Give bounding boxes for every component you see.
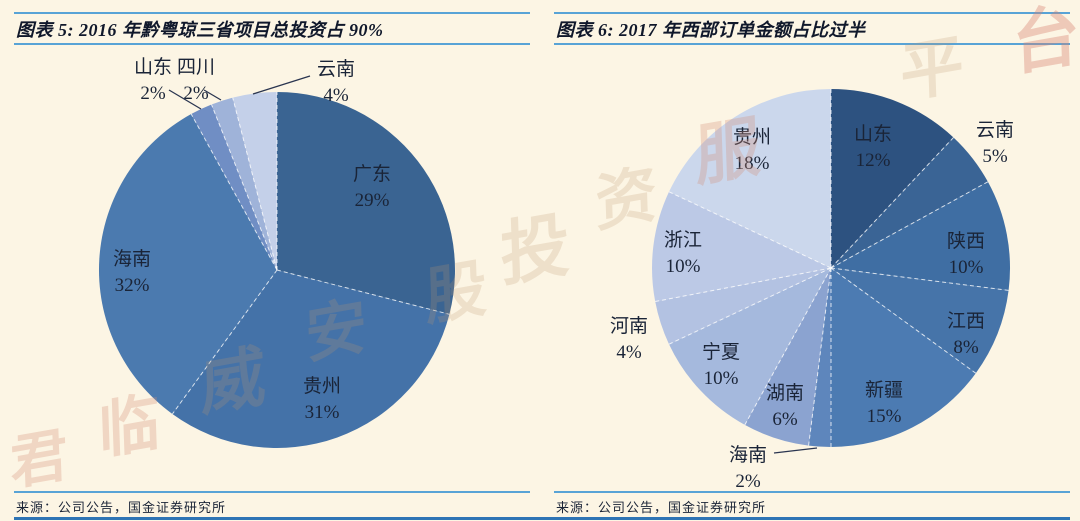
slice-divider <box>668 267 832 345</box>
title-top-rule <box>554 12 1070 14</box>
slice-divider <box>171 269 278 415</box>
slice-label-新疆: 新疆 15% <box>865 379 903 427</box>
pie-slice-广东 <box>277 92 456 315</box>
pie-slice-山东 <box>191 104 277 270</box>
title-bottom-rule <box>554 43 1070 45</box>
pie-slice-浙江 <box>652 191 831 302</box>
slice-divider <box>276 269 450 315</box>
pie-slice-贵州 <box>669 89 831 268</box>
slice-label-浙江: 浙江 10% <box>664 229 702 277</box>
slice-divider <box>190 113 278 271</box>
slice-label-山东: 山东 2% <box>134 56 172 104</box>
pie-slice-海南 <box>98 114 277 414</box>
slice-divider <box>232 97 278 271</box>
slice-label-湖南: 湖南 6% <box>766 382 804 430</box>
slice-divider <box>830 267 977 374</box>
slice-label-云南: 云南 5% <box>976 119 1014 167</box>
slice-divider <box>808 267 832 446</box>
pie-slice-陕西 <box>831 181 1011 291</box>
title-top-rule <box>14 12 530 14</box>
label-leader-line <box>252 75 311 95</box>
slice-label-贵州: 贵州 18% <box>733 126 771 174</box>
slice-divider <box>830 181 989 269</box>
label-leader-line <box>773 447 818 454</box>
slice-label-宁夏: 宁夏 10% <box>702 341 740 389</box>
slice-divider <box>655 267 832 302</box>
slice-label-江西: 江西 8% <box>947 310 985 358</box>
slice-label-四川: 四川 2% <box>177 57 215 104</box>
slice-label-山东: 山东 12% <box>854 123 892 171</box>
slice-label-云南: 云南 4% <box>317 58 355 106</box>
pie-slice-河南 <box>655 268 831 345</box>
chart-title-left: 图表 5: 2016 年黔粤琼三省项目总投资占 90% <box>16 20 384 40</box>
slice-label-海南: 海南 2% <box>729 444 767 492</box>
pie-slice-湖南 <box>744 268 831 446</box>
source-text-left: 来源：公司公告，国金证券研究所 <box>16 500 227 515</box>
slice-divider <box>830 137 954 269</box>
pie-chart-left: 广东 29% 贵州 31% 海南 32% 山东 2%四川 2% 云南 4% <box>98 56 456 448</box>
slice-label-海南: 海南 32% <box>113 248 151 296</box>
slice-divider <box>744 267 832 426</box>
source-rule <box>554 491 1070 493</box>
slice-divider <box>668 191 832 269</box>
pie-slice-宁夏 <box>669 268 831 425</box>
chart-panel-right: 图表 6: 2017 年西部订单金额占比过半 山东 12% 云南 5% 陕西 10% 江西 8… <box>554 0 1070 521</box>
pie-slice-云南 <box>831 137 988 268</box>
slice-divider <box>830 267 1009 291</box>
source-text-right: 来源：公司公告，国金证券研究所 <box>556 500 767 515</box>
pie-slice-江西 <box>831 268 1009 374</box>
source-rule <box>14 491 530 493</box>
pie-slice-贵州 <box>172 270 450 448</box>
pie-slice-四川 <box>211 97 277 270</box>
slice-label-贵州: 贵州 31% <box>303 375 341 423</box>
label-leader-line <box>168 89 202 110</box>
pie-slice-新疆 <box>831 268 976 447</box>
chart-panel-left: 图表 5: 2016 年黔粤琼三省项目总投资占 90% 广东 29% 贵州 31% 海南… <box>14 0 530 521</box>
pie-slice-山东 <box>831 89 954 268</box>
title-bottom-rule <box>14 43 530 45</box>
pie-chart-right: 山东 12% 云南 5% 陕西 10% 江西 8% 新疆 15% 海南 2% 湖南 6% 宁夏 10% 河南 4%… <box>610 89 1014 492</box>
slice-label-广东: 广东 29% <box>353 163 391 211</box>
bottom-accent-line <box>14 517 1070 520</box>
slice-label-陕西: 陕西 10% <box>947 230 985 278</box>
slice-label-河南: 河南 4% <box>610 315 648 363</box>
chart-title-right: 图表 6: 2017 年西部订单金额占比过半 <box>556 20 866 40</box>
label-leader-line <box>203 89 222 101</box>
slice-divider <box>211 104 278 271</box>
